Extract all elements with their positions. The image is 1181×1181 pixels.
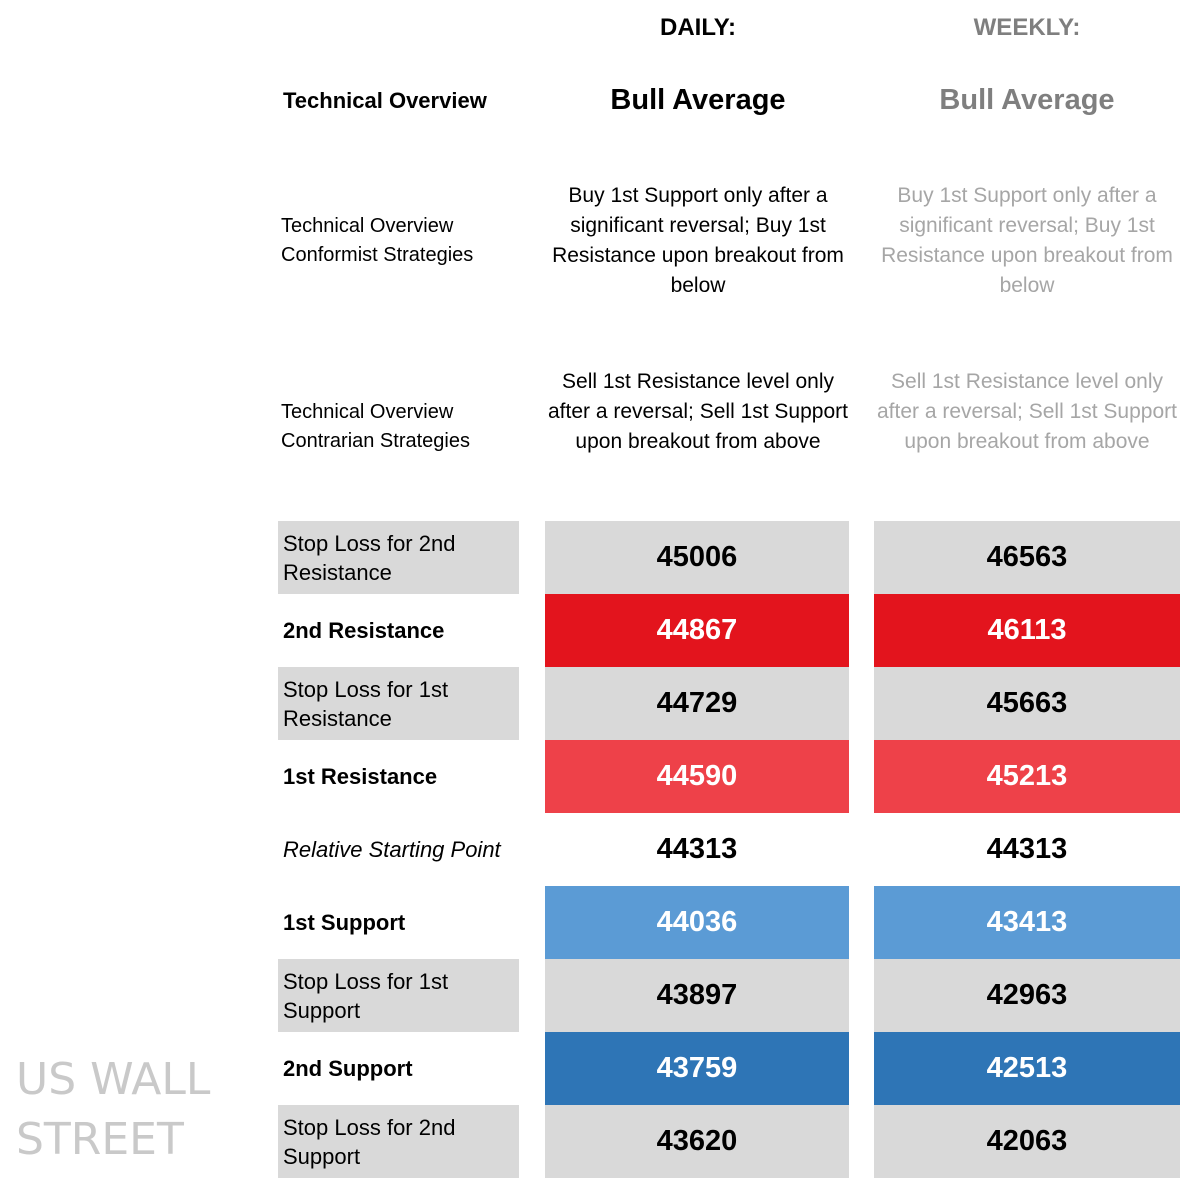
row-label-stop-loss-1st-support: Stop Loss for 1st Support xyxy=(278,959,519,1032)
daily-stop-loss-2nd-resistance: 45006 xyxy=(545,521,849,594)
weekly-2nd-support: 42513 xyxy=(874,1032,1180,1105)
us-wall-street-watermark: US WALL STREET xyxy=(16,1050,210,1170)
conformist-label-line1: Technical Overview xyxy=(281,215,454,237)
contrarian-label-line1: Technical Overview xyxy=(281,401,454,423)
daily-2nd-support: 43759 xyxy=(545,1032,849,1105)
weekly-bias: Bull Average xyxy=(939,84,1115,116)
row-label-stop-loss-2nd-support: Stop Loss for 2nd Support xyxy=(278,1105,519,1178)
weekly-stop-loss-2nd-support: 42063 xyxy=(874,1105,1180,1178)
daily-stop-loss-1st-resistance: 44729 xyxy=(545,667,849,740)
weekly-1st-resistance: 45213 xyxy=(874,740,1180,813)
weekly-stop-loss-1st-support: 42963 xyxy=(874,959,1180,1032)
contrarian-strategies-label: Technical Overview Contrarian Strategies xyxy=(281,398,517,456)
watermark-line1: US WALL xyxy=(16,1054,211,1105)
contrarian-weekly-text: Sell 1st Resistance level only after a r… xyxy=(877,370,1177,453)
technical-overview-title: Technical Overview xyxy=(283,88,487,113)
conformist-strategies-label: Technical Overview Conformist Strategies xyxy=(281,212,517,270)
weekly-column-header: WEEKLY: xyxy=(973,14,1081,41)
daily-1st-support: 44036 xyxy=(545,886,849,959)
row-label-1st-resistance: 1st Resistance xyxy=(283,764,438,789)
daily-bias: Bull Average xyxy=(610,84,786,116)
row-label-1st-support: 1st Support xyxy=(283,910,406,935)
daily-relative-starting-point: 44313 xyxy=(545,813,849,886)
conformist-weekly-text: Buy 1st Support only after a significant… xyxy=(881,184,1173,297)
weekly-1st-support: 43413 xyxy=(874,886,1180,959)
daily-1st-resistance: 44590 xyxy=(545,740,849,813)
daily-stop-loss-1st-support: 43897 xyxy=(545,959,849,1032)
contrarian-label-line2: Contrarian Strategies xyxy=(281,430,470,452)
weekly-relative-starting-point: 44313 xyxy=(874,813,1180,886)
watermark-line2: STREET xyxy=(16,1114,184,1165)
row-label-2nd-support: 2nd Support xyxy=(283,1056,413,1081)
daily-2nd-resistance: 44867 xyxy=(545,594,849,667)
daily-stop-loss-2nd-support: 43620 xyxy=(545,1105,849,1178)
conformist-label-line2: Conformist Strategies xyxy=(281,244,474,266)
conformist-daily-text: Buy 1st Support only after a significant… xyxy=(552,184,844,297)
row-label-stop-loss-2nd-resistance: Stop Loss for 2nd Resistance xyxy=(278,521,519,594)
contrarian-daily-text: Sell 1st Resistance level only after a r… xyxy=(548,370,848,453)
daily-column-header: DAILY: xyxy=(659,14,736,41)
weekly-stop-loss-2nd-resistance: 46563 xyxy=(874,521,1180,594)
row-label-relative-starting-point: Relative Starting Point xyxy=(283,837,501,862)
weekly-2nd-resistance: 46113 xyxy=(874,594,1180,667)
row-label-stop-loss-1st-resistance: Stop Loss for 1st Resistance xyxy=(278,667,519,740)
weekly-stop-loss-1st-resistance: 45663 xyxy=(874,667,1180,740)
row-label-2nd-resistance: 2nd Resistance xyxy=(283,618,445,643)
